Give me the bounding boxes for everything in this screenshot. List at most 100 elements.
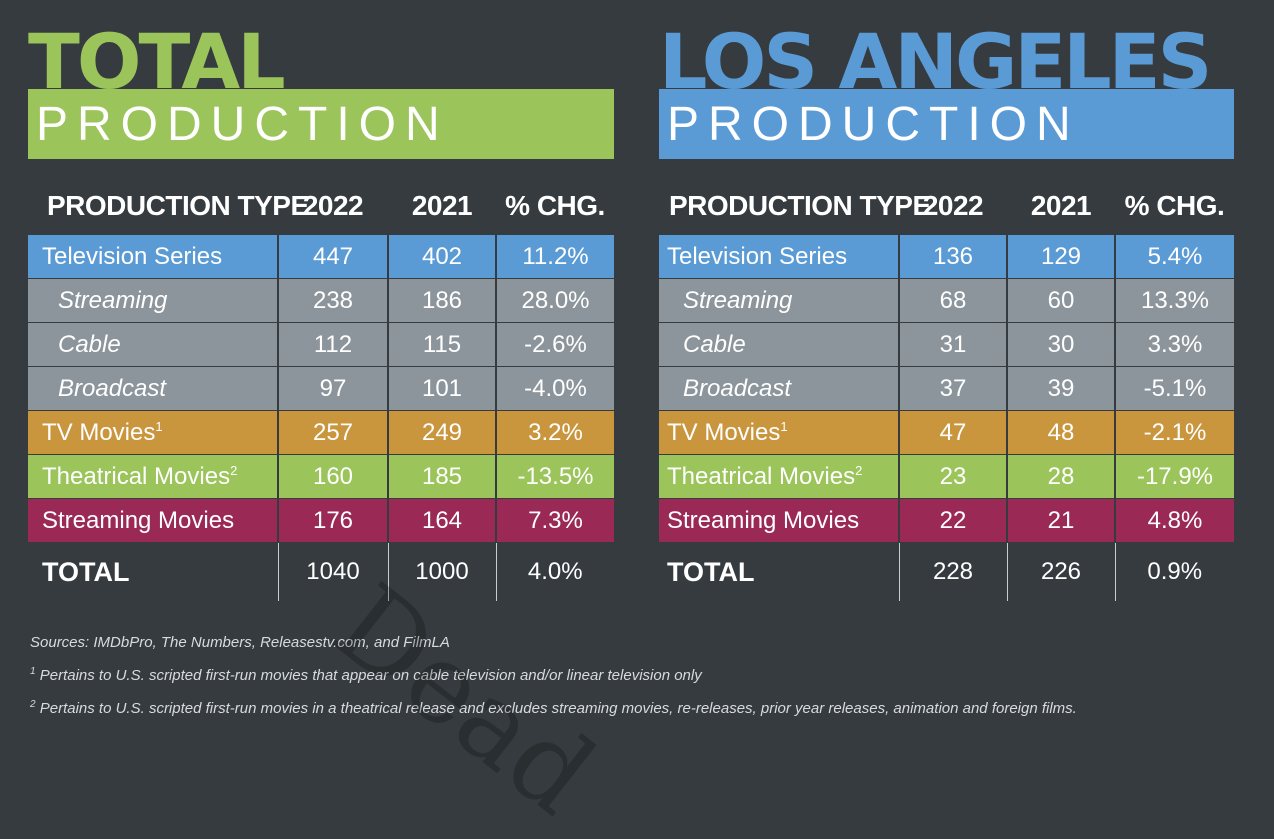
value-chg: -2.1% xyxy=(1114,410,1234,455)
row-type: Cable xyxy=(28,322,279,367)
total-column-headers: PRODUCTION TYPE 2022 2021 % CHG. xyxy=(28,180,614,232)
value-2022: 257 xyxy=(277,410,389,455)
table-row: Television Series 136 129 5.4% xyxy=(659,234,1234,279)
table-row: Cable 112 115 -2.6% xyxy=(28,322,614,367)
row-type: TV Movies1 xyxy=(28,410,279,455)
footnote-marker: 1 xyxy=(780,418,788,434)
row-type: Streaming xyxy=(28,278,279,323)
value-2022: 22 xyxy=(898,498,1008,543)
table-row: TV Movies1 257 249 3.2% xyxy=(28,410,614,455)
value-2022: 112 xyxy=(277,322,389,367)
value-2021: 28 xyxy=(1006,454,1116,499)
col-header-chg: % CHG. xyxy=(1124,190,1225,221)
total-2022: 1040 xyxy=(277,542,388,601)
table-row: Broadcast 97 101 -4.0% xyxy=(28,366,614,411)
footnote-1: 1 Pertains to U.S. scripted first-run mo… xyxy=(30,659,1077,692)
la-title: LOS ANGELES xyxy=(659,17,1212,106)
table-row: Broadcast 37 39 -5.1% xyxy=(659,366,1234,411)
value-2022: 37 xyxy=(898,366,1008,411)
table-row: Streaming Movies 22 21 4.8% xyxy=(659,498,1234,543)
col-header-2021: 2021 xyxy=(1030,190,1092,221)
row-type: Theatrical Movies2 xyxy=(659,454,900,499)
value-chg: -4.0% xyxy=(495,366,614,411)
row-type-label: Theatrical Movies xyxy=(667,462,856,490)
value-2021: 186 xyxy=(387,278,497,323)
value-2021: 60 xyxy=(1006,278,1116,323)
value-2022: 176 xyxy=(277,498,389,543)
value-2021: 30 xyxy=(1006,322,1116,367)
value-2022: 97 xyxy=(277,366,389,411)
value-chg: -2.6% xyxy=(495,322,614,367)
row-type: Broadcast xyxy=(28,366,279,411)
value-chg: 3.3% xyxy=(1114,322,1234,367)
value-chg: -5.1% xyxy=(1114,366,1234,411)
total-2021: 1000 xyxy=(387,542,496,601)
row-type: Cable xyxy=(659,322,900,367)
row-type: Streaming xyxy=(659,278,900,323)
footnote-marker: 1 xyxy=(155,418,163,434)
total-subtitle: PRODUCTION xyxy=(36,98,449,151)
value-2021: 115 xyxy=(387,322,497,367)
value-2021: 249 xyxy=(387,410,497,455)
footnote-marker: 2 xyxy=(855,462,863,478)
value-chg: 7.3% xyxy=(495,498,614,543)
col-header-2022: 2022 xyxy=(302,190,364,221)
table-row: Streaming 68 60 13.3% xyxy=(659,278,1234,323)
total-2022: 228 xyxy=(898,542,1007,601)
total-label: TOTAL xyxy=(42,556,130,587)
row-type: Streaming Movies xyxy=(28,498,279,543)
value-2022: 160 xyxy=(277,454,389,499)
total-label: TOTAL xyxy=(667,556,755,587)
value-2022: 23 xyxy=(898,454,1008,499)
total-header-band xyxy=(28,89,614,159)
col-header-2022: 2022 xyxy=(922,190,984,221)
total-chg: 4.0% xyxy=(495,542,614,601)
row-type: Theatrical Movies2 xyxy=(28,454,279,499)
value-2021: 48 xyxy=(1006,410,1116,455)
table-row: Theatrical Movies2 23 28 -17.9% xyxy=(659,454,1234,499)
value-chg: 5.4% xyxy=(1114,234,1234,279)
footnote-2: 2 Pertains to U.S. scripted first-run mo… xyxy=(30,692,1077,725)
sources-note: Sources: IMDbPro, The Numbers, Releasest… xyxy=(30,634,450,651)
la-table: Television Series 136 129 5.4% Streaming… xyxy=(659,234,1234,601)
total-chg: 0.9% xyxy=(1114,542,1234,601)
row-type: Broadcast xyxy=(659,366,900,411)
total-2021: 226 xyxy=(1006,542,1115,601)
row-type-label: Theatrical Movies xyxy=(42,462,231,490)
value-2022: 447 xyxy=(277,234,389,279)
value-2022: 68 xyxy=(898,278,1008,323)
table-row: Streaming 238 186 28.0% xyxy=(28,278,614,323)
row-type: Streaming Movies xyxy=(659,498,900,543)
footnote-1-text: Pertains to U.S. scripted first-run movi… xyxy=(35,667,702,684)
value-2021: 39 xyxy=(1006,366,1116,411)
value-2021: 402 xyxy=(387,234,497,279)
value-chg: 4.8% xyxy=(1114,498,1234,543)
la-header-band xyxy=(659,89,1234,159)
total-row: TOTAL 228 226 0.9% xyxy=(659,542,1234,601)
value-2021: 101 xyxy=(387,366,497,411)
value-chg: 28.0% xyxy=(495,278,614,323)
value-2022: 136 xyxy=(898,234,1008,279)
row-type: Television Series xyxy=(659,234,900,279)
row-type: TV Movies1 xyxy=(659,410,900,455)
value-2021: 21 xyxy=(1006,498,1116,543)
table-row: TV Movies1 47 48 -2.1% xyxy=(659,410,1234,455)
value-2022: 47 xyxy=(898,410,1008,455)
total-row: TOTAL 1040 1000 4.0% xyxy=(28,542,614,601)
col-header-type: PRODUCTION TYPE xyxy=(669,190,931,221)
value-chg: 3.2% xyxy=(495,410,614,455)
value-2021: 129 xyxy=(1006,234,1116,279)
row-type: Television Series xyxy=(28,234,279,279)
la-subtitle: PRODUCTION xyxy=(667,98,1080,151)
row-type-label: TV Movies xyxy=(42,418,156,446)
col-header-2021: 2021 xyxy=(411,190,473,221)
total-table: Television Series 447 402 11.2% Streamin… xyxy=(28,234,614,601)
la-column-headers: PRODUCTION TYPE 2022 2021 % CHG. xyxy=(659,180,1234,232)
value-2022: 31 xyxy=(898,322,1008,367)
col-header-type: PRODUCTION TYPE xyxy=(47,190,309,221)
total-title: TOTAL xyxy=(28,17,286,106)
footnotes: Sources: IMDbPro, The Numbers, Releasest… xyxy=(30,626,1077,725)
value-chg: 11.2% xyxy=(495,234,614,279)
col-header-chg: % CHG. xyxy=(505,190,605,221)
value-2022: 238 xyxy=(277,278,389,323)
